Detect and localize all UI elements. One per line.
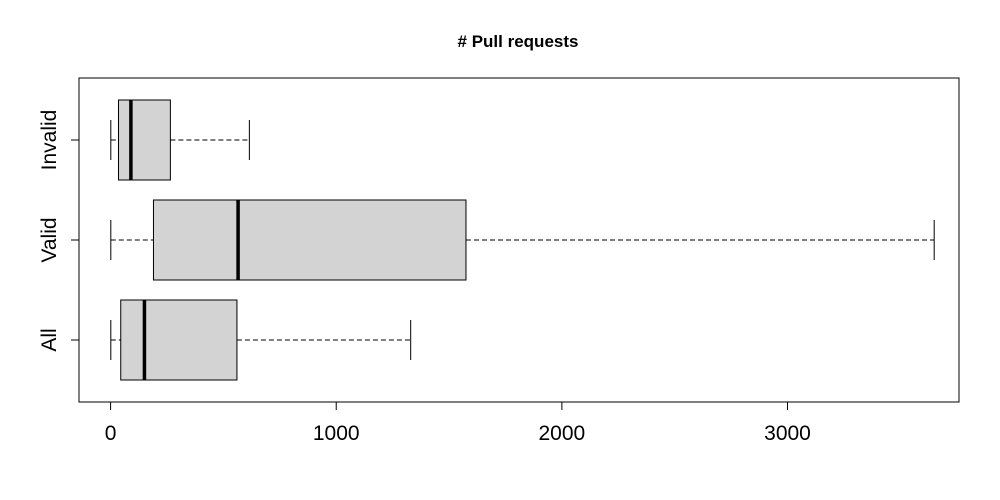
- box-series: [110, 99, 935, 381]
- chart-title: # Pull requests: [458, 32, 579, 51]
- x-tick-label: 0: [105, 422, 117, 445]
- y-tick-label-valid: Valid: [38, 217, 61, 262]
- box-all: [110, 299, 412, 381]
- iqr-box: [120, 299, 238, 381]
- box-invalid: [110, 99, 250, 181]
- y-tick-label-invalid: Invalid: [38, 110, 61, 171]
- y-axis: All Valid Invalid: [38, 110, 80, 352]
- x-tick-label: 1000: [313, 422, 360, 445]
- y-tick-label-all: All: [38, 328, 61, 351]
- iqr-box: [152, 199, 467, 281]
- x-axis: 0 1000 2000 3000: [105, 401, 811, 445]
- iqr-box: [117, 99, 171, 181]
- box-valid: [110, 199, 935, 281]
- x-tick-label: 3000: [764, 422, 811, 445]
- x-tick-label: 2000: [539, 422, 586, 445]
